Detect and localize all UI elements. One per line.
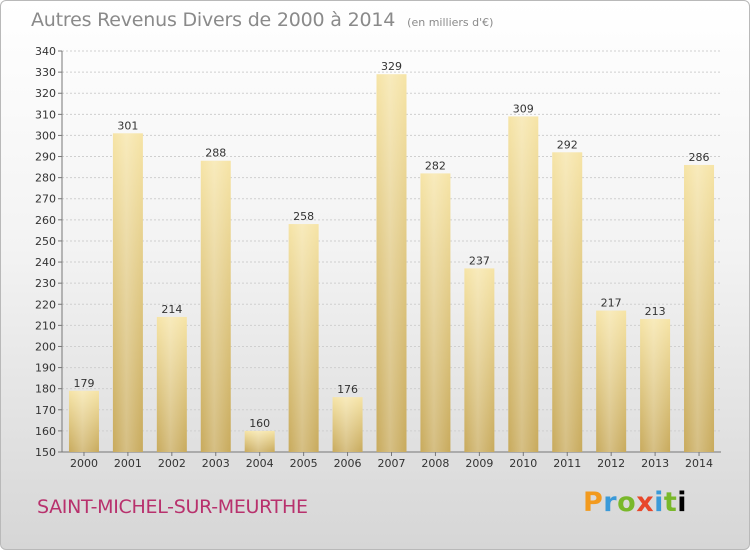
data-label: 301 [117,119,138,132]
x-tick-label: 2007 [378,457,406,470]
data-label: 214 [161,303,182,316]
data-label: 217 [601,297,622,310]
data-label: 176 [337,383,358,396]
bar-highlight [640,319,671,452]
logo-letter: t [663,487,678,518]
y-tick-label: 220 [35,298,56,311]
bar-highlight [376,74,407,452]
x-tick-label: 2000 [70,457,98,470]
x-tick-label: 2006 [334,457,362,470]
data-label: 213 [645,305,666,318]
y-tick-label: 340 [35,45,56,58]
bar-highlight [552,152,583,452]
x-tick-label: 2012 [597,457,625,470]
x-tick-label: 2002 [158,457,186,470]
y-tick-label: 320 [35,87,56,100]
x-tick-label: 2010 [509,457,537,470]
data-label: 282 [425,159,446,172]
chart-title-main: Autres Revenus Divers de 2000 à 2014 [31,9,396,31]
bar-highlight [68,390,99,452]
logo-letter: i [677,487,688,518]
x-tick-label: 2013 [641,457,669,470]
chart-title: Autres Revenus Divers de 2000 à 2014 (en… [31,9,493,31]
data-label: 309 [513,102,534,115]
y-tick-label: 160 [35,425,56,438]
logo-letter: P [583,487,604,518]
location-label: SAINT-MICHEL-SUR-MEURTHE [37,496,308,518]
y-tick-label: 240 [35,256,56,269]
x-tick-label: 2009 [465,457,493,470]
data-label: 160 [249,417,270,430]
logo-letter: r [603,487,618,518]
y-tick-label: 190 [35,362,56,375]
y-tick-label: 280 [35,172,56,185]
y-tick-label: 290 [35,151,56,164]
bar-highlight [508,116,539,452]
x-tick-label: 2011 [553,457,581,470]
y-tick-label: 330 [35,66,56,79]
data-label: 179 [73,377,94,390]
chart-subtitle: (en milliers d'€) [407,16,494,29]
logo-letter: o [617,487,637,518]
y-tick-label: 250 [35,235,56,248]
proxiti-logo: Proxiti [583,487,687,518]
data-label: 288 [205,147,226,160]
x-tick-label: 2001 [114,457,142,470]
y-tick-label: 210 [35,319,56,332]
bar-highlight [288,224,319,452]
y-tick-label: 230 [35,277,56,290]
logo-letter: i [654,487,664,518]
bar-highlight [244,430,275,452]
y-tick-label: 170 [35,404,56,417]
y-tick-label: 300 [35,129,56,142]
x-tick-label: 2004 [246,457,274,470]
bar-highlight [200,160,231,452]
bar-highlight [420,173,451,452]
data-label: 286 [689,151,710,164]
y-tick-label: 260 [35,214,56,227]
data-label: 258 [293,210,314,223]
bar-highlight [684,164,715,452]
x-tick-label: 2003 [202,457,230,470]
x-tick-label: 2014 [685,457,713,470]
y-tick-label: 150 [35,446,56,459]
data-label: 292 [557,138,578,151]
logo-letter: x [636,487,655,518]
x-tick-label: 2005 [290,457,318,470]
data-label: 237 [469,254,490,267]
y-tick-label: 200 [35,340,56,353]
bar-highlight [596,310,627,452]
bar-highlight [332,397,363,452]
bar-highlight [464,268,495,452]
y-tick-label: 270 [35,193,56,206]
y-tick-label: 180 [35,383,56,396]
bar-highlight [112,133,143,452]
bar-highlight [156,316,187,452]
y-tick-label: 310 [35,108,56,121]
data-label: 329 [381,60,402,73]
x-tick-label: 2008 [421,457,449,470]
